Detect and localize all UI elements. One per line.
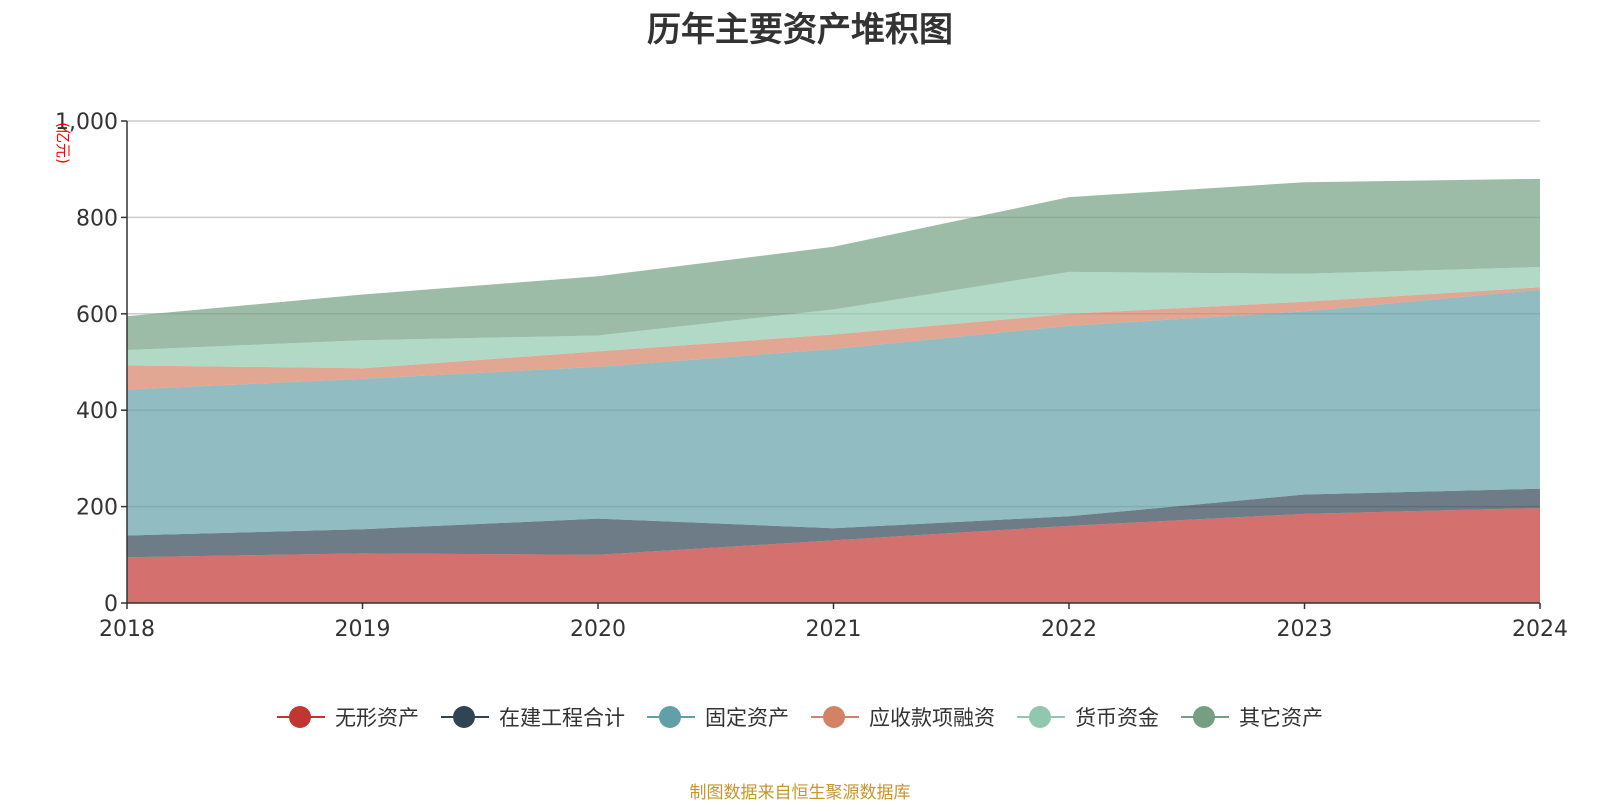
legend-marker [1181,705,1229,729]
legend-label: 无形资产 [335,706,419,730]
area-series-6 [127,178,1540,350]
legend: 无形资产 在建工程合计 固定资产 应收款项融资 货币资金 其它资产 [0,702,1600,732]
y-axis-unit-label: (亿元) [54,122,72,164]
area-series-4 [127,287,1540,390]
legend-item-5[interactable]: 货币资金 [1017,702,1159,732]
legend-marker [441,705,489,729]
y-tick-label: 1,000 [55,110,118,135]
chart-title: 历年主要资产堆积图 [647,10,953,50]
x-tick-label: 2019 [335,617,391,642]
axis-layer: 0 200 400 600 800 1,000 2018 2019 2020 2021 2022 20… [55,110,1568,642]
legend-label: 货币资金 [1075,706,1159,730]
y-tick-label: 200 [76,496,118,521]
y-tick-label: 400 [76,399,118,424]
x-tick-label: 2023 [1277,617,1333,642]
x-tick-label: 2022 [1041,617,1097,642]
x-tick-label: 2024 [1512,617,1568,642]
legend-item-2[interactable]: 在建工程合计 [441,702,625,732]
legend-marker [1017,705,1065,729]
legend-label: 其它资产 [1239,706,1323,730]
source-note: 制图数据来自恒生聚源数据库 [689,783,911,803]
y-tick-label: 0 [104,592,118,617]
area-series-1 [127,508,1540,603]
x-tick-label: 2018 [99,617,155,642]
x-tick-label: 2021 [806,617,862,642]
legend-marker [811,705,859,729]
legend-item-3[interactable]: 固定资产 [647,702,789,732]
area-series-2 [127,488,1540,558]
y-tick-label: 600 [76,303,118,328]
y-tick-label: 800 [76,206,118,231]
legend-marker [647,705,695,729]
legend-label: 在建工程合计 [499,706,625,730]
x-tick-label: 2020 [570,617,626,642]
legend-item-6[interactable]: 其它资产 [1181,702,1323,732]
legend-marker [277,705,325,729]
area-series-5 [127,267,1540,369]
legend-item-1[interactable]: 无形资产 [277,702,419,732]
legend-label: 固定资产 [705,706,789,730]
area-layer [127,178,1540,603]
legend-item-4[interactable]: 应收款项融资 [811,702,995,732]
legend-label: 应收款项融资 [869,706,995,730]
area-series-3 [127,289,1540,536]
